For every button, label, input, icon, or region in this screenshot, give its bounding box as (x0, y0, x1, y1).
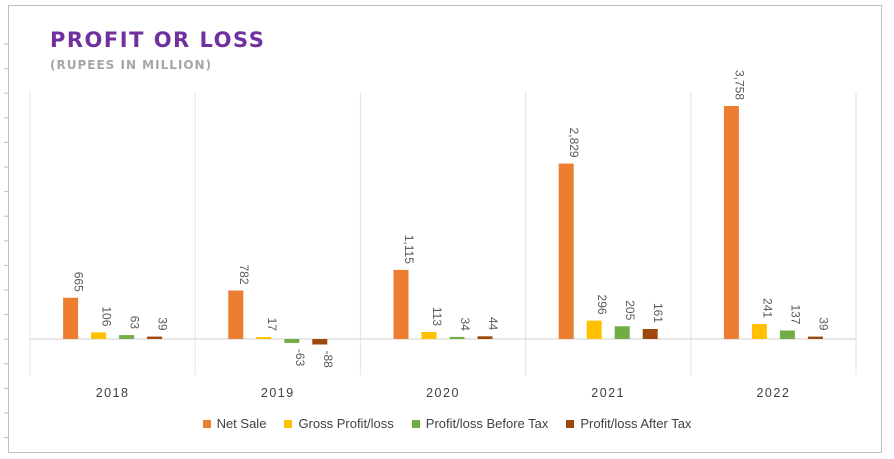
data-label: 241 (760, 298, 774, 318)
legend-label-gross-profit: Gross Profit/loss (298, 416, 394, 431)
data-label: 161 (651, 303, 665, 323)
data-label: 296 (595, 295, 609, 315)
bar-2022-series-0 (723, 106, 739, 339)
category-label: 2021 (591, 386, 625, 400)
legend-swatch-after-tax (566, 419, 575, 428)
bar-2019-series-3 (312, 339, 328, 345)
bar-2018-series-3 (147, 336, 163, 339)
data-label: 39 (156, 317, 170, 331)
data-label: 113 (430, 307, 444, 326)
bar-2021-series-2 (614, 326, 630, 339)
data-label: -63 (293, 349, 307, 367)
bar-2022-series-2 (779, 330, 795, 339)
category-label: 2022 (756, 386, 790, 400)
data-label: 2,829 (567, 128, 581, 158)
data-label: 782 (237, 264, 251, 284)
legend-label-net-sale: Net Sale (216, 416, 267, 431)
bar-2019-series-2 (284, 339, 300, 343)
bar-2020-series-0 (393, 269, 409, 339)
bar-2018-series-2 (119, 335, 135, 339)
legend-item-net-sale: Net Sale (202, 416, 267, 431)
bar-2019-series-1 (256, 337, 272, 339)
data-label: 137 (788, 304, 802, 324)
data-label: 665 (72, 272, 86, 292)
category-label: 2020 (426, 386, 460, 400)
category-label: 2019 (261, 386, 295, 400)
bar-2020-series-2 (449, 336, 465, 339)
legend-item-gross-profit: Gross Profit/loss (284, 416, 394, 431)
data-label: 34 (458, 318, 472, 332)
bar-2022-series-1 (751, 324, 767, 339)
data-label: 17 (265, 318, 279, 332)
chart-subtitle: (RUPEES IN MILLION) (50, 58, 213, 72)
legend-item-before-tax: Profit/loss Before Tax (411, 416, 549, 431)
bar-2022-series-3 (807, 336, 823, 339)
bar-2018-series-1 (91, 332, 107, 339)
bar-2021-series-3 (642, 329, 658, 339)
legend-swatch-before-tax (411, 419, 420, 428)
data-label: -88 (321, 351, 335, 369)
bar-2020-series-1 (421, 332, 437, 339)
data-label: 39 (816, 317, 830, 331)
legend-swatch-net-sale (202, 419, 211, 428)
bar-2021-series-1 (586, 320, 602, 339)
data-label: 205 (623, 300, 637, 320)
legend-swatch-gross-profit (284, 419, 293, 428)
bar-2020-series-3 (477, 336, 493, 339)
data-label: 44 (486, 317, 500, 331)
bar-2021-series-0 (558, 163, 574, 339)
bar-2018-series-0 (63, 297, 79, 339)
legend-label-after-tax: Profit/loss After Tax (580, 416, 692, 431)
bar-2019-series-0 (228, 290, 244, 339)
chart-title: PROFIT OR LOSS (50, 28, 266, 52)
data-label: 63 (128, 316, 142, 330)
legend: Net Sale Gross Profit/loss Profit/loss B… (0, 416, 894, 431)
category-label: 2018 (96, 386, 130, 400)
data-label: 3,758 (732, 70, 746, 100)
data-label: 1,115 (402, 235, 416, 264)
legend-item-after-tax: Profit/loss After Tax (566, 416, 691, 431)
legend-label-before-tax: Profit/loss Before Tax (425, 416, 549, 431)
data-label: 106 (100, 306, 114, 326)
